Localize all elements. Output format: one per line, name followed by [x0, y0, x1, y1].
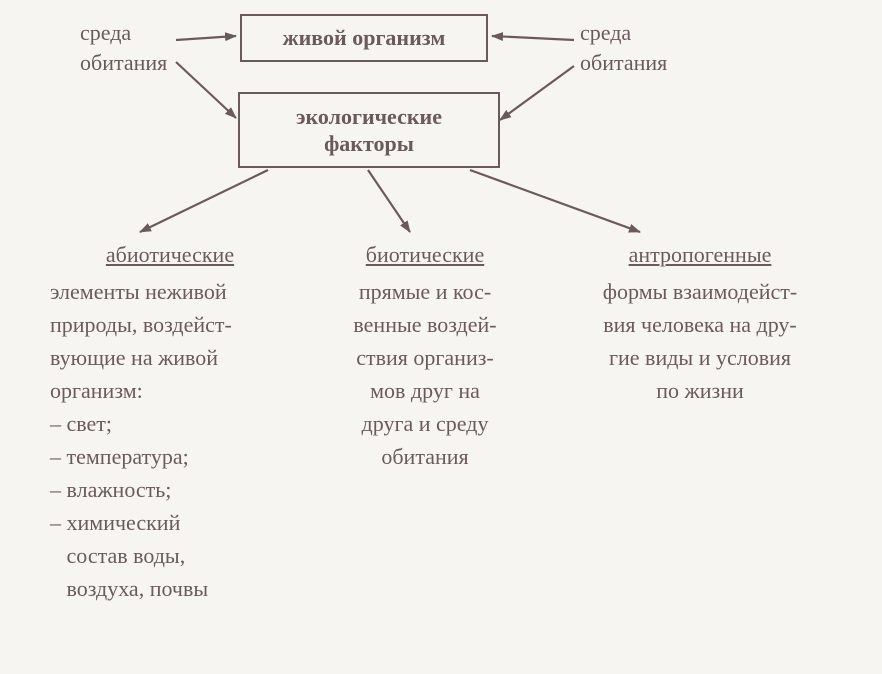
arrow-env_right-to-factors [500, 66, 574, 120]
env-right-label: среда обитания [580, 18, 667, 77]
anthro-title: антропогенные [560, 238, 840, 271]
arrow-env_right-to-organism [492, 36, 574, 40]
biotic-body: прямые и кос- венные воздей- ствия орган… [353, 279, 496, 469]
arrow-env_left-to-organism [176, 36, 236, 40]
abiotic-title: абиотические [50, 238, 290, 271]
factors-box: экологические факторы [238, 92, 500, 168]
diagram-canvas: среда обитания среда обитания живой орга… [0, 0, 882, 674]
arrow-factors-to-abiotic [140, 170, 268, 232]
organism-box: живой организм [240, 14, 488, 62]
anthro-body: формы взаимодейст- вия человека на дру- … [603, 279, 797, 403]
arrow-factors-to-biotic [368, 170, 410, 232]
anthro-column: антропогенные формы взаимодейст- вия чел… [560, 238, 840, 407]
biotic-title: биотические [320, 238, 530, 271]
arrow-env_left-to-factors [176, 62, 236, 118]
factors-box-text: экологические факторы [296, 103, 442, 158]
abiotic-body: элементы неживой природы, воздейст- вующ… [50, 279, 232, 601]
abiotic-column: абиотические элементы неживой природы, в… [50, 238, 290, 605]
biotic-column: биотические прямые и кос- венные воздей-… [320, 238, 530, 473]
organism-box-text: живой организм [283, 24, 446, 52]
arrow-factors-to-anthro [470, 170, 640, 232]
env-left-label: среда обитания [80, 18, 167, 77]
